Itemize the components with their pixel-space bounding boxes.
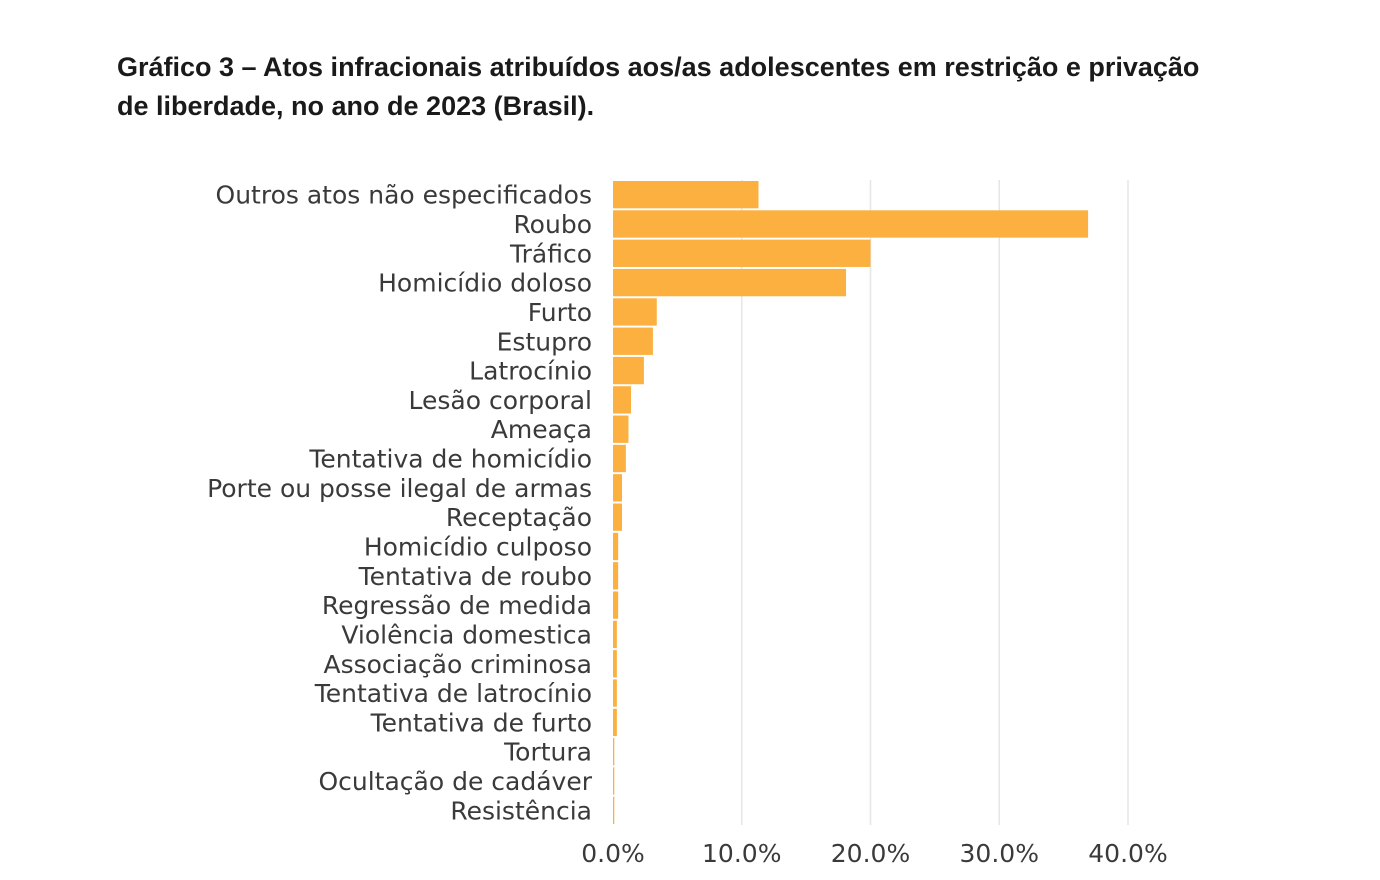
x-tick-label: 20.0%: [831, 839, 910, 868]
category-label: Tentativa de homicídio: [308, 445, 592, 474]
category-label: Homicídio doloso: [378, 269, 592, 298]
bar: [613, 767, 615, 795]
bar: [613, 386, 632, 414]
bar: [613, 679, 617, 707]
bar: [613, 503, 623, 531]
bar: [613, 650, 617, 678]
bar: [613, 738, 615, 766]
bar: [613, 298, 657, 326]
category-labels: Outros atos não especificadosRouboTráfic…: [207, 181, 593, 826]
bar: [613, 591, 619, 619]
bar: [613, 474, 623, 502]
x-tick-label: 30.0%: [960, 839, 1039, 868]
category-label: Associação criminosa: [323, 650, 592, 679]
category-label: Tentativa de furto: [370, 708, 592, 737]
bar: [613, 210, 1089, 238]
category-label: Homicídio culposo: [364, 532, 592, 561]
category-label: Violência domestica: [341, 620, 592, 649]
category-label: Resistência: [450, 796, 592, 825]
chart-title: Gráfico 3 – Atos infracionais atribuídos…: [117, 52, 1200, 121]
category-label: Tentativa de latrocínio: [314, 679, 592, 708]
bar: [613, 620, 617, 649]
category-label: Tráfico: [509, 239, 592, 268]
category-label: Tortura: [503, 738, 592, 767]
category-label: Outros atos não especificados: [216, 181, 592, 210]
x-tick-label: 40.0%: [1088, 839, 1167, 868]
bar: [613, 444, 626, 473]
bar: [613, 796, 615, 824]
category-label: Estupro: [497, 327, 592, 356]
bar: [613, 327, 653, 355]
category-label: Receptação: [446, 503, 592, 532]
category-label: Lesão corporal: [409, 386, 592, 415]
bar: [613, 356, 644, 385]
bars: [613, 181, 1089, 824]
category-label: Ocultação de cadáver: [318, 767, 592, 796]
category-label: Regressão de medida: [322, 591, 592, 620]
category-label: Tentativa de roubo: [358, 562, 592, 591]
x-tick-labels: 0.0% 10.0% 20.0% 30.0% 40.0%: [581, 839, 1167, 868]
category-label: Furto: [528, 298, 592, 327]
category-label: Ameaça: [491, 415, 592, 444]
bar: [613, 562, 619, 590]
x-tick-label: 0.0%: [581, 839, 645, 868]
bar: [613, 532, 619, 561]
bar: [613, 415, 629, 443]
bar: [613, 181, 759, 209]
x-tick-label: 10.0%: [702, 839, 781, 868]
category-label: Porte ou posse ilegal de armas: [207, 474, 592, 503]
bar: [613, 239, 871, 267]
category-label: Roubo: [513, 210, 592, 239]
category-label: Latrocínio: [469, 357, 592, 386]
bar: [613, 708, 617, 737]
bar: [613, 268, 847, 297]
